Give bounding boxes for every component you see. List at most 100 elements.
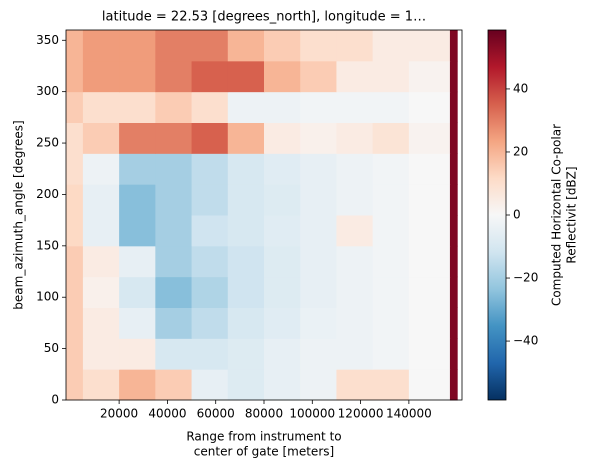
heatmap-cell	[155, 276, 193, 308]
heatmap-cell	[119, 91, 156, 123]
heatmap-cell	[227, 307, 265, 339]
heatmap-cell	[449, 91, 458, 123]
heatmap-cell	[372, 215, 410, 247]
heatmap-cell	[408, 215, 451, 247]
heatmap-cell	[191, 184, 229, 216]
heatmap-cell	[336, 215, 374, 247]
colorbar-label: Computed Horizontal Co-polar	[550, 124, 564, 306]
heatmap-cell	[66, 215, 84, 247]
colorbar-tick-label: −40	[513, 334, 538, 348]
heatmap-cell	[264, 245, 301, 278]
heatmap-cell	[264, 60, 301, 93]
heatmap-cell	[82, 307, 120, 339]
heatmap-cell	[336, 338, 374, 370]
heatmap-cell	[82, 338, 120, 370]
heatmap-cell	[372, 153, 410, 185]
heatmap-cell	[66, 184, 84, 216]
heatmap-cell	[66, 307, 84, 339]
heatmap-cell	[119, 215, 156, 247]
heatmap-cell	[155, 215, 193, 247]
heatmap-cell	[300, 369, 337, 401]
heatmap-cell	[300, 338, 337, 370]
heatmap-cell	[264, 338, 301, 370]
heatmap-cell	[66, 276, 84, 308]
heatmap-cell	[300, 184, 337, 216]
heatmap-cell	[336, 122, 374, 154]
heatmap-cell	[191, 338, 229, 370]
heatmap-cell	[82, 215, 120, 247]
heatmap-cell	[227, 60, 265, 93]
heatmap-cell	[449, 153, 458, 185]
x-tick-label: 120000	[338, 407, 384, 421]
heatmap-cell	[155, 122, 193, 154]
heatmap-cell	[82, 153, 120, 185]
colorbar-tick-label: 20	[513, 144, 528, 158]
colorbar	[488, 30, 506, 400]
heatmap-cell	[191, 215, 229, 247]
heatmap-cell	[191, 60, 229, 93]
y-tick-label: 0	[51, 393, 59, 407]
heatmap-cell	[449, 184, 458, 216]
heatmap-cell	[82, 91, 120, 123]
heatmap-cell	[336, 307, 374, 339]
y-tick-label: 350	[36, 33, 59, 47]
heatmap-cell	[227, 122, 265, 154]
heatmap-cell	[449, 338, 458, 370]
heatmap-cell	[227, 184, 265, 216]
heatmap-cell	[227, 338, 265, 370]
heatmap-cell	[66, 338, 84, 370]
heatmap-cell	[449, 60, 458, 93]
heatmap-cell	[119, 307, 156, 339]
heatmap-cell	[191, 122, 229, 154]
heatmap-cell	[408, 276, 451, 308]
heatmap-cell	[372, 307, 410, 339]
heatmap-cell	[372, 276, 410, 308]
colorbar-tick-label: −20	[513, 271, 538, 285]
heatmap-cell	[300, 153, 337, 185]
heatmap-cell	[408, 369, 451, 401]
heatmap-cell	[336, 153, 374, 185]
heatmap-cell	[408, 60, 451, 93]
heatmap-cell	[372, 30, 410, 62]
heatmap-cell	[155, 307, 193, 339]
heatmap-cell	[119, 276, 156, 308]
heatmap-cell	[264, 215, 301, 247]
heatmap-cell	[66, 91, 84, 123]
x-tick-label: 60000	[197, 407, 235, 421]
heatmap-cell	[82, 369, 120, 401]
heatmap-cell	[408, 153, 451, 185]
heatmap-cell	[300, 91, 337, 123]
heatmap-cell	[191, 276, 229, 308]
heatmap-cell	[372, 184, 410, 216]
heatmap-cell	[300, 60, 337, 93]
heatmap-cell	[300, 122, 337, 154]
heatmap-cell	[372, 122, 410, 154]
heatmap-cell	[336, 30, 374, 62]
heatmap-cell	[82, 276, 120, 308]
colorbar-label: Reflectivit [dBZ]	[565, 166, 579, 263]
heatmap-cell	[336, 184, 374, 216]
heatmap-cell	[449, 369, 458, 401]
heatmap-cell	[300, 215, 337, 247]
heatmap-cell	[191, 153, 229, 185]
heatmap-cell	[82, 245, 120, 278]
heatmap-cell	[191, 369, 229, 401]
heatmap	[66, 30, 458, 401]
x-tick-label: 140000	[386, 407, 432, 421]
heatmap-cell	[119, 245, 156, 278]
heatmap-cell	[264, 307, 301, 339]
heatmap-cell	[119, 60, 156, 93]
heatmap-cell	[191, 30, 229, 62]
heatmap-cell	[408, 30, 451, 62]
heatmap-cell	[264, 153, 301, 185]
heatmap-cell	[155, 245, 193, 278]
heatmap-cell	[336, 60, 374, 93]
heatmap-cell	[227, 276, 265, 308]
heatmap-cell	[82, 30, 120, 62]
heatmap-cell	[66, 369, 84, 401]
heatmap-cell	[119, 122, 156, 154]
heatmap-cell	[66, 122, 84, 154]
heatmap-cell	[66, 60, 84, 93]
heatmap-cell	[119, 338, 156, 370]
